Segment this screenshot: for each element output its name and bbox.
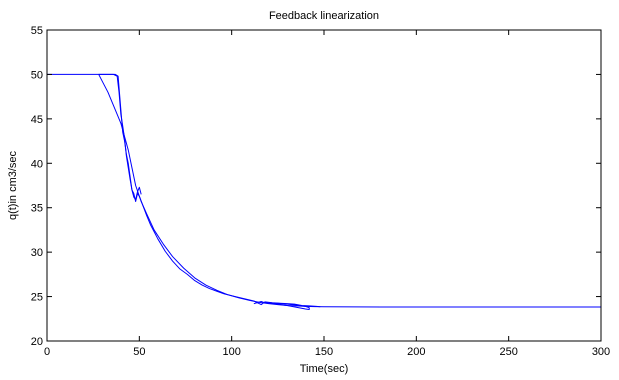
x-tick-label: 100 bbox=[222, 346, 240, 358]
series-line-1 bbox=[47, 73, 601, 308]
plot-area bbox=[47, 73, 601, 310]
x-tick-label: 50 bbox=[133, 346, 145, 358]
y-tick-label: 40 bbox=[31, 158, 43, 170]
x-tick-label: 150 bbox=[315, 346, 333, 358]
y-tick-label: 45 bbox=[31, 114, 43, 126]
y-tick-label: 30 bbox=[31, 247, 43, 259]
x-tick-label: 200 bbox=[407, 346, 425, 358]
y-tick-label: 55 bbox=[31, 25, 43, 37]
series-line-4 bbox=[253, 300, 310, 310]
x-axis: 0 50 100 150 200 250 300 bbox=[44, 30, 610, 358]
y-axis-title: q(t)in cm3/sec bbox=[7, 150, 19, 220]
y-tick-label: 50 bbox=[31, 69, 43, 81]
chart-title: Feedback linearization bbox=[269, 10, 379, 22]
y-tick-label: 20 bbox=[31, 336, 43, 348]
series-line-3 bbox=[98, 73, 142, 201]
y-tick-label: 35 bbox=[31, 203, 43, 215]
x-tick-label: 250 bbox=[499, 346, 517, 358]
y-axis: 20 25 30 35 40 45 50 55 bbox=[31, 25, 601, 348]
x-tick-label: 0 bbox=[44, 346, 50, 358]
x-axis-title: Time(sec) bbox=[300, 363, 348, 375]
y-tick-label: 25 bbox=[31, 292, 43, 304]
x-tick-label: 300 bbox=[592, 346, 610, 358]
plot-frame bbox=[46, 29, 602, 342]
